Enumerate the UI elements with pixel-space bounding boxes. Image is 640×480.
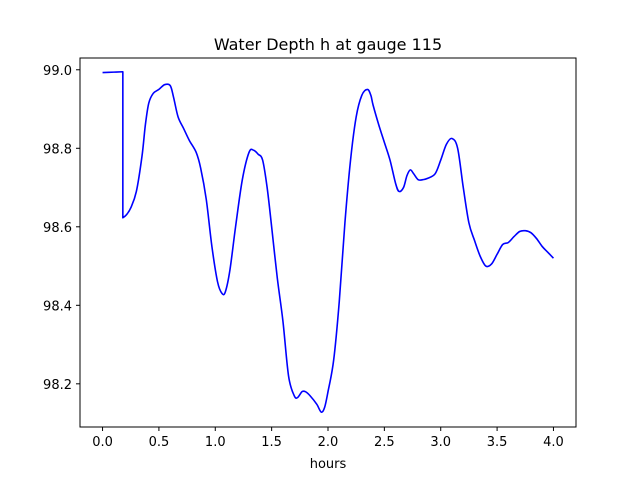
y-axis: 98.2 98.4 98.6 98.8 99.0 (43, 64, 80, 393)
x-axis-label: hours (310, 457, 347, 472)
y-tick-label: 98.4 (43, 299, 72, 314)
series-line-water-depth (102, 70, 555, 413)
y-tick-label: 98.6 (43, 221, 72, 236)
x-tick-label: 1.5 (261, 435, 282, 450)
y-tick-label: 99.0 (43, 64, 72, 79)
x-axis: 0.0 0.5 1.0 1.5 2.0 2.5 3.0 3.5 4.0 (92, 427, 564, 450)
x-tick-label: 2.0 (318, 435, 339, 450)
series-layer (102, 70, 555, 413)
x-tick-label: 1.0 (205, 435, 226, 450)
y-tick-label: 98.2 (43, 378, 72, 393)
chart-title: Water Depth h at gauge 115 (214, 35, 442, 54)
x-tick-label: 2.5 (374, 435, 395, 450)
x-tick-label: 0.0 (92, 435, 113, 450)
x-tick-label: 3.0 (430, 435, 451, 450)
x-tick-label: 0.5 (149, 435, 170, 450)
x-tick-label: 3.5 (487, 435, 508, 450)
y-tick-label: 98.8 (43, 142, 72, 157)
x-tick-label: 4.0 (543, 435, 564, 450)
plot-area-frame (79, 57, 577, 428)
